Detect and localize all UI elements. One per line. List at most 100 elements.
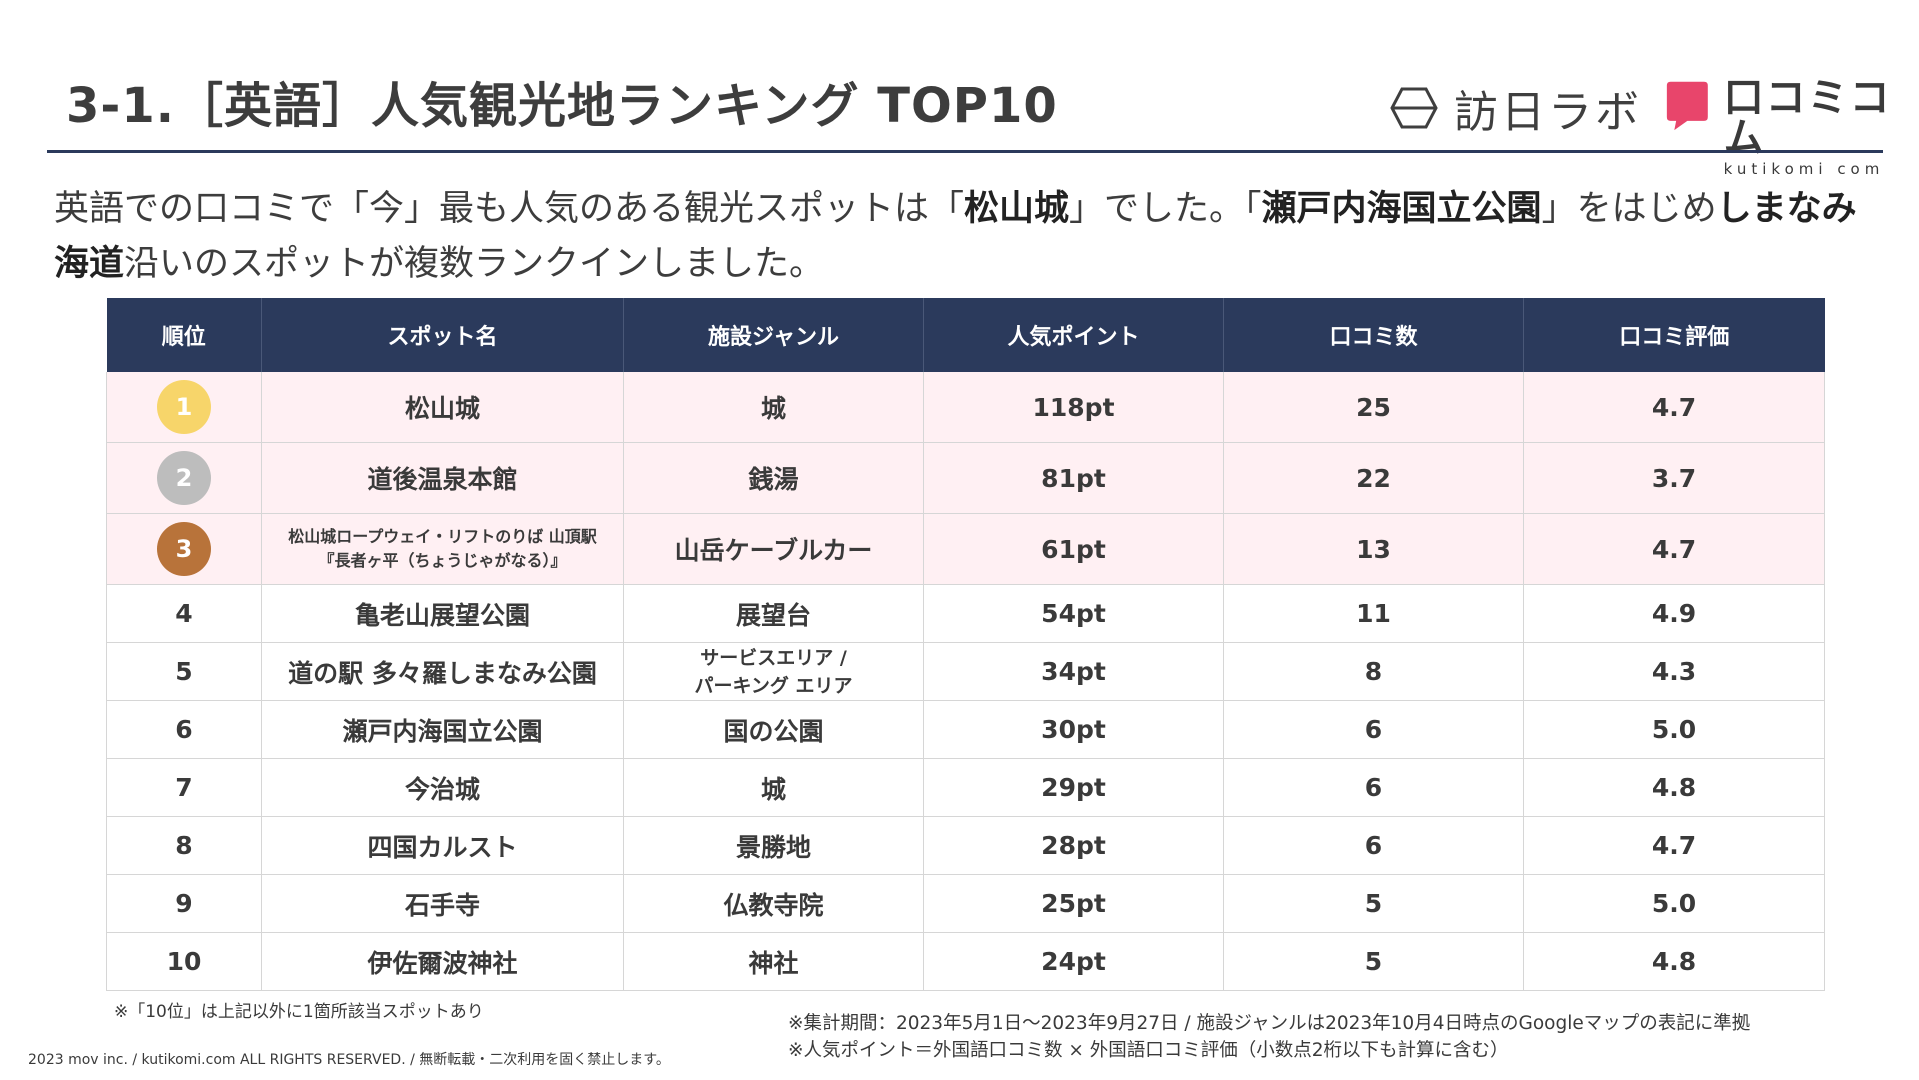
genre-line: サービスエリア / [700, 646, 847, 669]
genre-cell: 国の公園 [623, 700, 924, 759]
copyright-text: 2023 mov inc. / kutikomi.com ALL RIGHTS … [28, 1052, 670, 1068]
spot-cell: 松山城ロープウェイ・リフトのりば 山頂駅 『長者ヶ平（ちょうじゃがなる）』 [261, 513, 624, 585]
spot-cell: 道後温泉本館 [261, 442, 624, 514]
rank-cell: 1 [106, 372, 262, 443]
points-formula-note: ※人気ポイント＝外国語口コミ数 × 外国語口コミ評価（小数点2桁以下も計算に含む… [788, 1040, 1509, 1061]
houjin-lab-logo: 訪日ラボ [1390, 80, 1642, 138]
column-header-rank: 順位 [106, 298, 262, 372]
table-row: 9 石手寺 仏教寺院 25pt 5 5.0 [106, 874, 1825, 933]
table-header-row: 順位 スポット名 施設ジャンル 人気ポイント 口コミ数 口コミ評価 [106, 298, 1825, 372]
reviews-cell: 8 [1223, 642, 1524, 701]
spot-cell: 今治城 [261, 758, 624, 817]
table-row: 10 伊佐爾波神社 神社 24pt 5 4.8 [106, 932, 1825, 991]
spot-cell: 四国カルスト [261, 816, 624, 875]
table-row: 2 道後温泉本館 銭湯 81pt 22 3.7 [106, 442, 1825, 514]
genre-cell: 景勝地 [623, 816, 924, 875]
lead-highlight: 瀬戸内海国立公園 [1261, 189, 1542, 229]
houjin-lab-logo-text: 訪日ラボ [1454, 87, 1642, 138]
reviews-cell: 5 [1223, 932, 1524, 991]
lead-highlight: 松山城 [964, 189, 1070, 229]
genre-cell: サービスエリア / パーキング エリア [623, 642, 924, 701]
rank10-note: ※「10位」は上記以外に1箇所該当スポットあり [114, 1002, 484, 1022]
reviews-cell: 13 [1223, 513, 1524, 585]
spot-cell: 瀬戸内海国立公園 [261, 700, 624, 759]
rank-cell: 9 [106, 874, 262, 933]
spot-cell: 石手寺 [261, 874, 624, 933]
points-cell: 54pt [923, 584, 1224, 643]
title-divider [47, 150, 1883, 153]
table-row: 4 亀老山展望公園 展望台 54pt 11 4.9 [106, 584, 1825, 643]
points-cell: 25pt [923, 874, 1224, 933]
rank-cell: 7 [106, 758, 262, 817]
column-header-points: 人気ポイント [923, 298, 1224, 372]
genre-cell: 城 [623, 758, 924, 817]
genre-line: パーキング エリア [694, 674, 853, 697]
points-cell: 61pt [923, 513, 1224, 585]
rating-cell: 4.7 [1523, 513, 1825, 585]
points-cell: 30pt [923, 700, 1224, 759]
genre-cell: 仏教寺院 [623, 874, 924, 933]
column-header-genre: 施設ジャンル [623, 298, 924, 372]
rating-cell: 3.7 [1523, 442, 1825, 514]
column-header-spot: スポット名 [261, 298, 624, 372]
points-cell: 28pt [923, 816, 1224, 875]
rank-cell: 8 [106, 816, 262, 875]
points-cell: 34pt [923, 642, 1224, 701]
genre-cell: 山岳ケーブルカー [623, 513, 924, 585]
rank-cell: 3 [106, 513, 262, 585]
bronze-medal-badge: 3 [157, 522, 211, 576]
table-row: 7 今治城 城 29pt 6 4.8 [106, 758, 1825, 817]
spot-cell: 伊佐爾波神社 [261, 932, 624, 991]
table-row: 5 道の駅 多々羅しまなみ公園 サービスエリア / パーキング エリア 34pt … [106, 642, 1825, 701]
reviews-cell: 22 [1223, 442, 1524, 514]
lead-text: 英語での口コミで「今」最も人気のある観光スポットは「 [54, 189, 965, 229]
spot-name-line: 松山城ロープウェイ・リフトのりば 山頂駅 [288, 527, 597, 546]
rank-cell: 5 [106, 642, 262, 701]
gold-medal-badge: 1 [157, 380, 211, 434]
column-header-rating: 口コミ評価 [1523, 298, 1825, 372]
spot-cell: 亀老山展望公園 [261, 584, 624, 643]
rank-cell: 4 [106, 584, 262, 643]
lead-text: 」でした。「 [1069, 189, 1262, 229]
points-cell: 81pt [923, 442, 1224, 514]
table-row: 1 松山城 城 118pt 25 4.7 [106, 372, 1825, 443]
ranking-table: 順位 スポット名 施設ジャンル 人気ポイント 口コミ数 口コミ評価 1 松山城 … [106, 298, 1825, 991]
methodology-notes: ※集計期間：2023年5月1日〜2023年9月27日 / 施設ジャンルは2023… [788, 1010, 1750, 1064]
reviews-cell: 6 [1223, 700, 1524, 759]
rating-cell: 4.7 [1523, 372, 1825, 443]
period-note: ※集計期間：2023年5月1日〜2023年9月27日 / 施設ジャンルは2023… [788, 1013, 1751, 1034]
table-row: 8 四国カルスト 景勝地 28pt 6 4.7 [106, 816, 1825, 875]
lead-text: 」をはじめ [1541, 189, 1717, 229]
rating-cell: 4.8 [1523, 932, 1825, 991]
page-title: 3-1.［英語］人気観光地ランキング TOP10 [66, 78, 1058, 134]
rank-cell: 2 [106, 442, 262, 514]
points-cell: 118pt [923, 372, 1224, 443]
kutikomi-logo-icon [1666, 81, 1708, 131]
column-header-reviews: 口コミ数 [1223, 298, 1524, 372]
rank-cell: 10 [106, 932, 262, 991]
genre-cell: 神社 [623, 932, 924, 991]
genre-cell: 銭湯 [623, 442, 924, 514]
lead-paragraph: 英語での口コミで「今」最も人気のある観光スポットは「松山城」でした。「瀬戸内海国… [54, 182, 1884, 292]
reviews-cell: 6 [1223, 816, 1524, 875]
houjin-lab-logo-icon [1390, 87, 1438, 129]
spot-name-line: 『長者ヶ平（ちょうじゃがなる）』 [318, 551, 567, 570]
rating-cell: 4.7 [1523, 816, 1825, 875]
spot-cell: 道の駅 多々羅しまなみ公園 [261, 642, 624, 701]
rank-cell: 6 [106, 700, 262, 759]
reviews-cell: 11 [1223, 584, 1524, 643]
genre-cell: 展望台 [623, 584, 924, 643]
kutikomi-logo: 口コミコム kutikomi com [1665, 78, 1919, 177]
table-row: 6 瀬戸内海国立公園 国の公園 30pt 6 5.0 [106, 700, 1825, 759]
kutikomi-logo-text: 口コミコム [1723, 75, 1892, 161]
rating-cell: 4.3 [1523, 642, 1825, 701]
table-row: 3 松山城ロープウェイ・リフトのりば 山頂駅 『長者ヶ平（ちょうじゃがなる）』 山… [106, 513, 1825, 585]
reviews-cell: 5 [1223, 874, 1524, 933]
points-cell: 24pt [923, 932, 1224, 991]
lead-highlight: しまなみ海道 [54, 189, 1857, 284]
rating-cell: 4.8 [1523, 758, 1825, 817]
spot-cell: 松山城 [261, 372, 624, 443]
points-cell: 29pt [923, 758, 1224, 817]
genre-cell: 城 [623, 372, 924, 443]
rating-cell: 5.0 [1523, 700, 1825, 759]
